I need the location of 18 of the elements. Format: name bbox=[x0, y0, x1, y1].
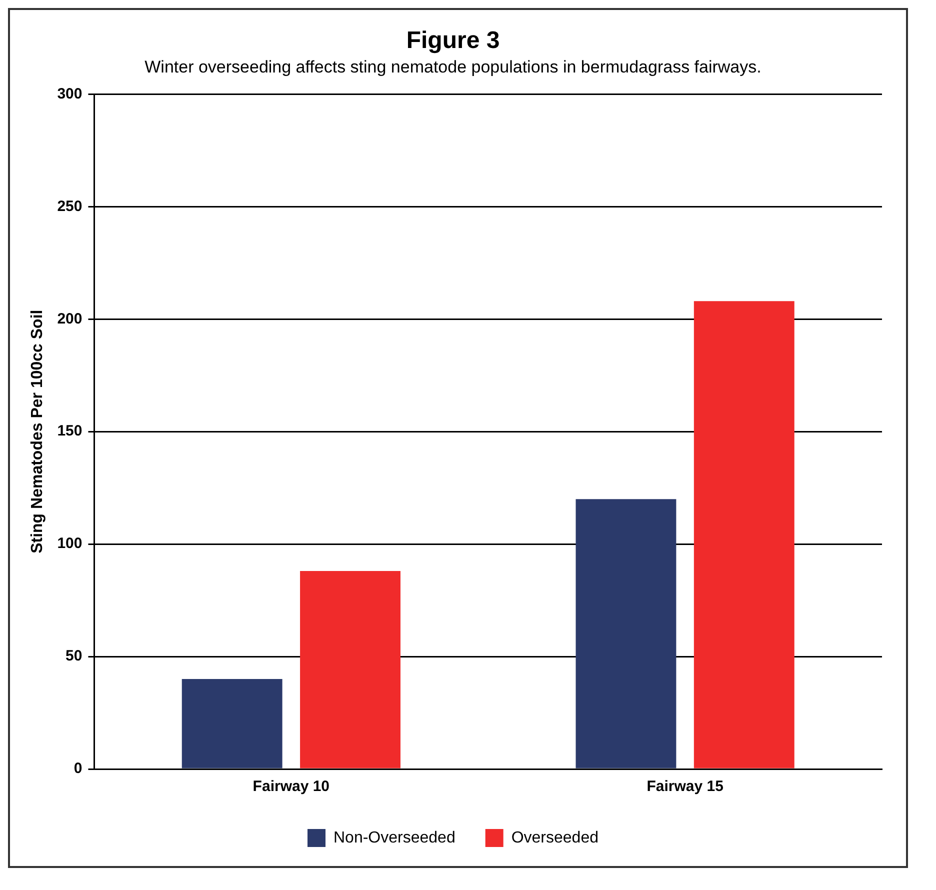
y-tick-label: 0 bbox=[74, 760, 82, 778]
x-tick-label: Fairway 10 bbox=[252, 778, 330, 796]
legend-label: Non-Overseeded bbox=[333, 829, 456, 846]
y-tick-label: 100 bbox=[57, 535, 82, 552]
y-tick-label: 150 bbox=[57, 422, 82, 440]
y-tick-label: 200 bbox=[57, 310, 82, 328]
y-axis-title: Sting Nematodes Per 100cc Soil bbox=[29, 310, 46, 554]
x-tick-label: Fairway 15 bbox=[646, 778, 724, 796]
chart-title: Figure 3 bbox=[406, 27, 500, 54]
bar bbox=[694, 301, 794, 768]
bar bbox=[182, 679, 282, 768]
legend-label: Overseeded bbox=[511, 829, 599, 846]
bar bbox=[576, 499, 676, 768]
y-tick-label: 300 bbox=[57, 85, 82, 102]
chart-subtitle: Winter overseeding affects sting nematode populations in bermudagrass fairways. bbox=[144, 58, 762, 77]
y-tick-label: 250 bbox=[57, 198, 82, 215]
bar bbox=[300, 571, 400, 768]
y-tick-label: 50 bbox=[66, 648, 82, 665]
